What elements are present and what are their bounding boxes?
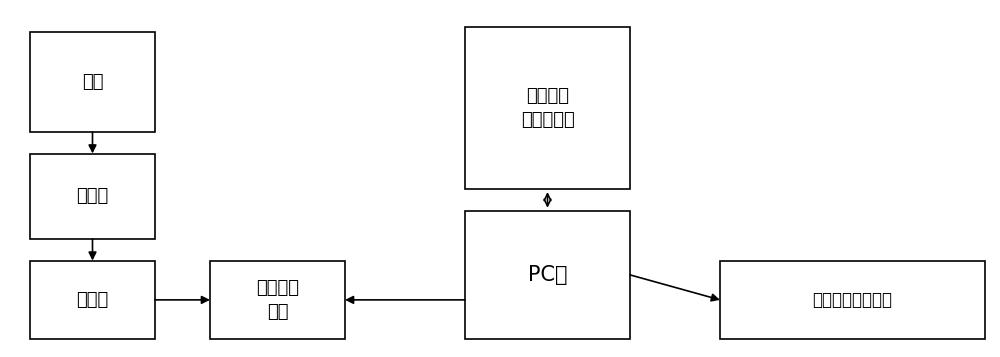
Text: 单色仪: 单色仪	[76, 291, 109, 309]
Bar	[720, 261, 985, 339]
Text: 存储模块
（数据库）: 存储模块 （数据库）	[521, 87, 574, 129]
Bar	[30, 261, 155, 339]
Text: 输出测试数据信息: 输出测试数据信息	[812, 291, 893, 309]
Bar	[30, 154, 155, 239]
Bar	[30, 32, 155, 132]
Text: 高光谱摄
像仪: 高光谱摄 像仪	[256, 279, 299, 321]
Bar	[465, 27, 630, 189]
Text: PC机: PC机	[528, 265, 567, 285]
Text: 滤光片: 滤光片	[76, 187, 109, 205]
Bar	[210, 261, 345, 339]
Bar	[465, 211, 630, 339]
Text: 氙灯: 氙灯	[82, 73, 103, 91]
